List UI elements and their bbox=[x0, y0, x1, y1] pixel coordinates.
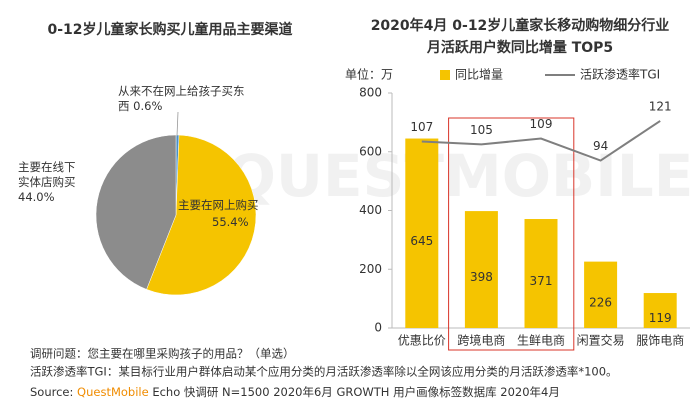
bar-value-label: 119 bbox=[649, 311, 672, 325]
source: Source: QuestMobile Echo 快调研 N=1500 2020… bbox=[30, 385, 560, 399]
bar-value-label: 226 bbox=[589, 295, 612, 309]
line-value-label: 121 bbox=[649, 99, 672, 113]
unit-label: 单位：万 bbox=[345, 67, 393, 82]
chart-title: 2020年4月 0-12岁儿童家长移动购物细分行业 bbox=[371, 17, 670, 34]
pie-slice bbox=[95, 134, 177, 290]
source-text: Echo 快调研 N=1500 2020年6月 GROWTH 用户画像标签数据库… bbox=[152, 385, 560, 399]
pie-label: 主要在线下实体店购买 bbox=[18, 160, 76, 189]
legend-label: 同比增量 bbox=[455, 68, 503, 82]
line-value-label: 105 bbox=[470, 123, 493, 137]
line-value-label: 107 bbox=[410, 120, 433, 134]
bar bbox=[584, 261, 618, 328]
y-tick-label: 400 bbox=[359, 203, 382, 217]
source-brand: QuestMobile bbox=[77, 385, 149, 399]
bar-value-label: 371 bbox=[530, 274, 553, 288]
y-tick-label: 200 bbox=[359, 262, 382, 276]
line bbox=[421, 120, 661, 162]
line-value-label: 94 bbox=[593, 139, 608, 153]
legend-swatch bbox=[440, 70, 450, 80]
bar bbox=[405, 138, 439, 328]
x-tick-label: 生鲜电商 bbox=[517, 333, 565, 348]
x-tick-label: 服饰电商 bbox=[636, 333, 684, 348]
source-label: Source: bbox=[30, 385, 73, 399]
pie-value-label: 55.4% bbox=[212, 215, 249, 229]
legend-label: 活跃渗透率TGI bbox=[580, 67, 660, 82]
x-tick-label: 闲置交易 bbox=[577, 333, 625, 348]
bar bbox=[464, 211, 498, 328]
y-tick-label: 800 bbox=[359, 86, 382, 100]
line-value-label: 109 bbox=[530, 117, 553, 131]
pie-label: 主要在网上购买 bbox=[178, 198, 259, 212]
bar-value-label: 398 bbox=[470, 270, 493, 284]
chart-title: 0-12岁儿童家长购买儿童用品主要渠道 bbox=[47, 21, 292, 38]
highlight-box bbox=[448, 117, 575, 351]
x-tick-label: 优惠比价 bbox=[398, 334, 446, 348]
bar bbox=[524, 219, 558, 328]
bar bbox=[643, 293, 677, 328]
y-tick-label: 600 bbox=[359, 144, 382, 158]
x-tick-label: 跨境电商 bbox=[457, 333, 505, 348]
pie-value-label: 44.0% bbox=[18, 190, 55, 204]
note: 调研问题：您主要在哪里采购孩子的用品？（单选） bbox=[30, 347, 295, 361]
pie-label: 从来不在网上给孩子买东西 0.6% bbox=[118, 84, 245, 113]
watermark: QUESTMOBILE bbox=[227, 142, 694, 210]
pie-value-label: 0.6% bbox=[133, 99, 163, 113]
y-tick-label: 0 bbox=[374, 321, 382, 335]
chart-title: 月活跃用户数同比增量 TOP5 bbox=[426, 39, 613, 56]
leader-line bbox=[176, 111, 179, 137]
bar-value-label: 645 bbox=[410, 234, 433, 248]
note: 活跃渗透率TGI：某目标行业用户群体启动某个应用分类的月活跃渗透率除以全网该应用… bbox=[30, 365, 618, 379]
pie-slice bbox=[146, 134, 257, 296]
